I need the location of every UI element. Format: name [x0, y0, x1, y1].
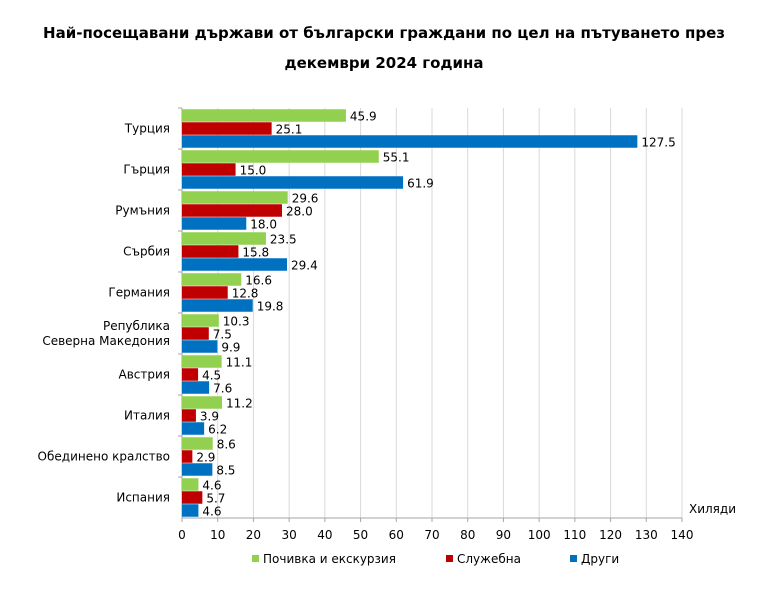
bar-6-1 — [182, 368, 199, 381]
bar-6-0 — [182, 355, 222, 368]
data-label-1-0: 55.1 — [383, 150, 410, 164]
x-tick-label-13: 130 — [635, 528, 658, 542]
category-label-9: Испания — [116, 491, 170, 505]
data-label-6-2: 7.6 — [213, 381, 232, 395]
category-label-1: Гърция — [123, 163, 170, 177]
bar-9-2 — [182, 504, 199, 517]
data-label-9-1: 5.7 — [206, 491, 225, 505]
category-label-7: Италия — [124, 409, 170, 423]
data-label-1-1: 15.0 — [240, 163, 267, 177]
bar-9-1 — [182, 491, 203, 504]
category-label-5-1: Северна Македония — [42, 334, 170, 348]
legend-label-2: Други — [581, 552, 619, 566]
bar-0-1 — [182, 122, 272, 135]
chart-title: Най-посещавани държави от български граж… — [0, 18, 768, 78]
data-label-8-2: 8.5 — [216, 463, 235, 477]
data-label-3-2: 29.4 — [291, 258, 318, 272]
x-tick-label-9: 90 — [496, 528, 511, 542]
x-tick-label-3: 30 — [282, 528, 297, 542]
x-tick-label-10: 100 — [528, 528, 551, 542]
category-label-4: Германия — [108, 286, 170, 300]
data-label-4-1: 12.8 — [232, 286, 259, 300]
legend-label-0: Почивка и екскурзия — [263, 552, 396, 566]
bar-7-0 — [182, 396, 222, 409]
data-label-4-0: 16.6 — [245, 273, 272, 287]
bar-4-0 — [182, 273, 242, 286]
legend-label-1: Служебна — [457, 552, 521, 566]
bar-6-2 — [182, 381, 210, 394]
x-tick-label-11: 110 — [563, 528, 586, 542]
data-label-7-0: 11.2 — [226, 396, 253, 410]
x-tick-label-1: 10 — [210, 528, 225, 542]
bar-0-2 — [182, 135, 638, 148]
chart-title-line-2: декември 2024 година — [284, 54, 484, 72]
bar-1-2 — [182, 176, 404, 189]
data-label-2-0: 29.6 — [292, 191, 319, 205]
x-tick-label-14: 140 — [671, 528, 694, 542]
unit-label: Хиляди — [689, 502, 736, 516]
bar-1-1 — [182, 163, 236, 176]
bar-7-1 — [182, 409, 196, 422]
bar-2-2 — [182, 217, 247, 230]
data-label-8-0: 8.6 — [217, 437, 236, 451]
bar-3-1 — [182, 245, 239, 258]
bar-9-0 — [182, 478, 199, 491]
bar-3-2 — [182, 258, 287, 271]
bar-5-1 — [182, 327, 209, 340]
data-label-1-2: 61.9 — [407, 176, 434, 190]
legend-swatch-1 — [446, 555, 453, 562]
data-label-0-1: 25.1 — [276, 122, 303, 136]
data-label-2-2: 18.0 — [250, 217, 277, 231]
data-label-9-2: 4.6 — [202, 504, 221, 518]
bar-2-0 — [182, 191, 288, 204]
x-tick-label-7: 70 — [424, 528, 439, 542]
bar-2-1 — [182, 204, 282, 217]
x-tick-label-5: 50 — [353, 528, 368, 542]
x-tick-label-0: 0 — [178, 528, 186, 542]
data-label-9-0: 4.6 — [202, 478, 221, 492]
data-label-5-1: 7.5 — [213, 327, 232, 341]
data-label-2-1: 28.0 — [286, 204, 313, 218]
bar-3-0 — [182, 232, 266, 245]
bar-8-0 — [182, 437, 213, 450]
bar-5-0 — [182, 314, 219, 327]
bar-7-2 — [182, 422, 205, 435]
bar-0-0 — [182, 109, 346, 122]
chart-title-line-1: Най-посещавани държави от български граж… — [43, 24, 725, 42]
data-label-7-1: 3.9 — [200, 409, 219, 423]
x-tick-label-12: 120 — [599, 528, 622, 542]
data-label-0-0: 45.9 — [350, 109, 377, 123]
data-label-4-2: 19.8 — [257, 299, 284, 313]
data-label-3-1: 15.8 — [242, 245, 269, 259]
x-tick-label-8: 80 — [460, 528, 475, 542]
category-label-6: Австрия — [118, 368, 170, 382]
category-label-0: Турция — [124, 122, 170, 136]
data-label-7-2: 6.2 — [208, 422, 227, 436]
x-tick-label-2: 20 — [246, 528, 261, 542]
legend-swatch-0 — [252, 555, 259, 562]
data-label-3-0: 23.5 — [270, 232, 297, 246]
data-label-5-0: 10.3 — [223, 314, 250, 328]
data-label-8-1: 2.9 — [196, 450, 215, 464]
bar-4-1 — [182, 286, 228, 299]
data-label-6-0: 11.1 — [226, 355, 253, 369]
bar-8-1 — [182, 450, 193, 463]
category-label-3: Сърбия — [123, 245, 170, 259]
bar-1-0 — [182, 150, 379, 163]
category-label-2: Румъния — [115, 204, 170, 218]
x-tick-label-6: 60 — [389, 528, 404, 542]
data-label-6-1: 4.5 — [202, 368, 221, 382]
x-tick-label-4: 40 — [317, 528, 332, 542]
bar-8-2 — [182, 463, 213, 476]
data-label-0-2: 127.5 — [641, 135, 675, 149]
legend-swatch-2 — [570, 555, 577, 562]
category-label-8: Обединено кралство — [38, 450, 170, 464]
bar-4-2 — [182, 299, 253, 312]
bar-5-2 — [182, 340, 218, 353]
data-label-5-2: 9.9 — [221, 340, 240, 354]
category-label-5-0: Република — [103, 319, 170, 333]
